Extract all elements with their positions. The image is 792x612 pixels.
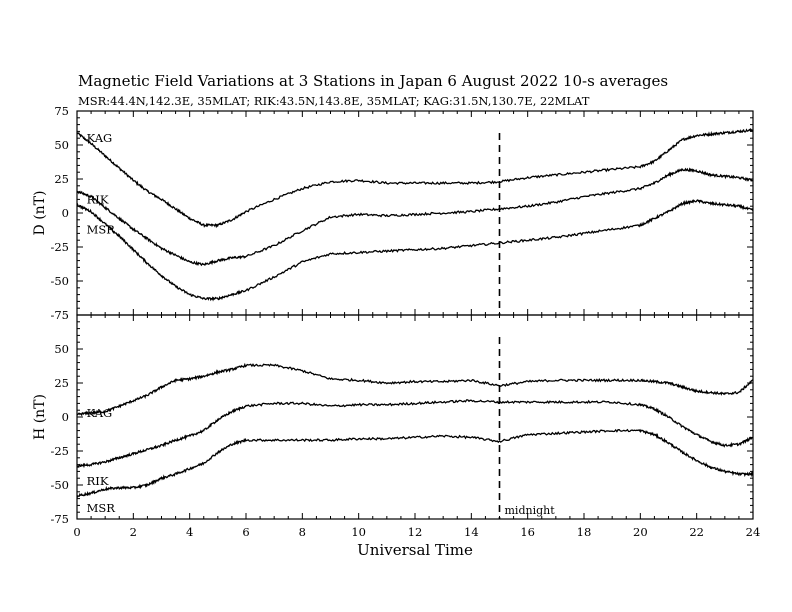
x-tick-label: 8 bbox=[299, 525, 306, 539]
series-label-rik-H: RIK bbox=[87, 474, 109, 488]
midnight-label: midnight bbox=[505, 504, 556, 517]
x-tick-label: 4 bbox=[186, 525, 193, 539]
x-tick-label: 6 bbox=[242, 525, 249, 539]
series-label-msr-D: MSR bbox=[87, 222, 116, 236]
series-line-msr-H bbox=[76, 428, 754, 499]
x-tick-label: 10 bbox=[351, 525, 366, 539]
panel-frame-H bbox=[76, 314, 754, 520]
y-tick-label: 50 bbox=[54, 138, 69, 152]
series-line-kag-H bbox=[76, 362, 754, 417]
chart-title: Magnetic Field Variations at 3 Stations … bbox=[78, 72, 669, 90]
series-line-kag-D bbox=[76, 127, 754, 229]
x-tick-label: 18 bbox=[577, 525, 592, 539]
panel-frame-D bbox=[76, 110, 754, 316]
y-tick-label: 25 bbox=[54, 172, 69, 186]
y-axis-label-H: H (nT) bbox=[32, 394, 48, 440]
y-tick-label: -50 bbox=[50, 478, 69, 492]
series-line-rik-D bbox=[76, 167, 754, 267]
x-tick-label: 14 bbox=[464, 525, 479, 539]
x-axis-label: Universal Time bbox=[357, 541, 473, 559]
y-tick-label: 50 bbox=[54, 342, 69, 356]
x-tick-label: 22 bbox=[689, 525, 704, 539]
x-tick-label: 24 bbox=[746, 525, 761, 539]
x-tick-label: 2 bbox=[130, 525, 137, 539]
y-tick-label: 25 bbox=[54, 376, 69, 390]
y-axis-label-D: D (nT) bbox=[32, 191, 48, 236]
y-tick-label: -75 bbox=[50, 308, 69, 322]
y-tick-label: 0 bbox=[62, 206, 69, 220]
series-label-rik-D: RIK bbox=[87, 192, 109, 206]
series-line-msr-D bbox=[76, 199, 754, 302]
y-tick-label: 0 bbox=[62, 410, 69, 424]
x-tick-label: 20 bbox=[633, 525, 648, 539]
series-label-kag-D: KAG bbox=[87, 131, 113, 145]
y-tick-label: 75 bbox=[54, 104, 69, 118]
series-line-rik-H bbox=[76, 399, 754, 469]
x-tick-label: 0 bbox=[73, 525, 80, 539]
y-tick-label: -25 bbox=[50, 240, 69, 254]
series-label-kag-H: KAG bbox=[87, 406, 113, 420]
y-tick-label: -75 bbox=[50, 512, 69, 526]
series-label-msr-H: MSR bbox=[87, 501, 116, 515]
y-tick-label: -50 bbox=[50, 274, 69, 288]
station-subtitle: MSR:44.4N,142.3E, 35MLAT; RIK:43.5N,143.… bbox=[78, 94, 590, 108]
y-tick-label: -25 bbox=[50, 444, 69, 458]
x-tick-label: 12 bbox=[408, 525, 423, 539]
x-tick-label: 16 bbox=[520, 525, 535, 539]
